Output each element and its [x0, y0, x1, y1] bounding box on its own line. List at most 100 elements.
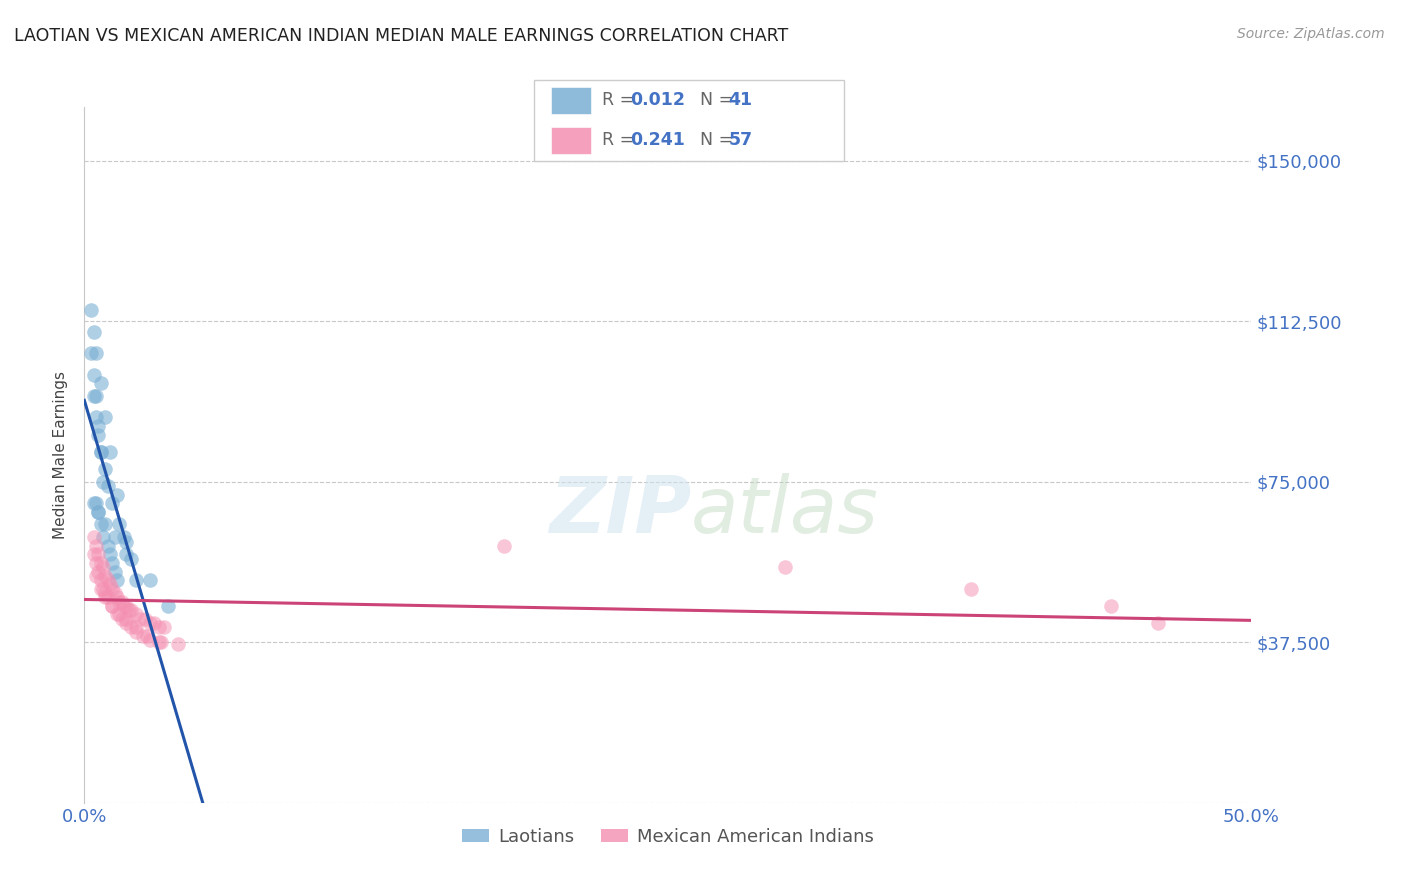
Point	[138, 573, 160, 587]
Point	[91, 475, 114, 489]
Point	[84, 346, 107, 360]
Point	[494, 539, 516, 553]
Point	[97, 479, 120, 493]
Point	[108, 594, 131, 608]
Point	[83, 368, 105, 382]
Point	[120, 551, 142, 566]
Point	[94, 591, 117, 605]
Point	[105, 573, 128, 587]
Point	[90, 376, 112, 391]
Point	[94, 586, 117, 600]
Y-axis label: Median Male Earnings: Median Male Earnings	[53, 371, 69, 539]
Point	[94, 517, 117, 532]
Point	[80, 303, 103, 318]
Point	[87, 427, 110, 442]
Point	[138, 633, 160, 648]
Point	[83, 530, 105, 544]
Point	[91, 582, 114, 596]
Point	[150, 635, 173, 649]
Point	[157, 599, 180, 613]
Point	[132, 629, 155, 643]
Point	[112, 599, 135, 613]
Point	[94, 410, 117, 425]
Point	[120, 620, 142, 634]
Point	[125, 607, 148, 622]
Point	[90, 573, 112, 587]
Point	[84, 389, 107, 403]
Point	[83, 389, 105, 403]
Point	[101, 599, 124, 613]
Point	[115, 599, 138, 613]
Point	[104, 586, 127, 600]
Point	[87, 565, 110, 579]
Text: N =: N =	[700, 131, 740, 150]
Point	[115, 615, 138, 630]
Point	[1099, 599, 1122, 613]
Point	[98, 548, 121, 562]
Point	[108, 607, 131, 622]
Point	[97, 539, 120, 553]
Point	[115, 548, 138, 562]
Point	[166, 637, 188, 651]
Point	[84, 539, 107, 553]
Point	[148, 620, 170, 634]
Text: N =: N =	[700, 91, 740, 110]
Point	[90, 582, 112, 596]
Text: 0.241: 0.241	[630, 131, 685, 150]
Point	[120, 603, 142, 617]
Point	[83, 548, 105, 562]
Point	[138, 615, 160, 630]
Point	[90, 444, 112, 458]
Text: R =: R =	[602, 131, 640, 150]
Point	[94, 462, 117, 476]
Point	[148, 635, 170, 649]
Point	[136, 629, 159, 643]
Text: 57: 57	[728, 131, 752, 150]
Point	[91, 560, 114, 574]
Point	[87, 505, 110, 519]
Point	[90, 517, 112, 532]
Point	[125, 620, 148, 634]
Legend: Laotians, Mexican American Indians: Laotians, Mexican American Indians	[454, 821, 882, 853]
Point	[87, 505, 110, 519]
Point	[143, 615, 166, 630]
Point	[97, 573, 120, 587]
Point	[115, 612, 138, 626]
Point	[91, 530, 114, 544]
Point	[83, 325, 105, 339]
Point	[129, 612, 152, 626]
Point	[773, 560, 796, 574]
Point	[84, 410, 107, 425]
Point	[152, 620, 174, 634]
Point	[1147, 615, 1170, 630]
Text: Source: ZipAtlas.com: Source: ZipAtlas.com	[1237, 27, 1385, 41]
Point	[105, 591, 128, 605]
Point	[98, 444, 121, 458]
Text: 41: 41	[728, 91, 752, 110]
Point	[111, 612, 134, 626]
Text: R =: R =	[602, 91, 640, 110]
Point	[84, 496, 107, 510]
Point	[125, 573, 148, 587]
Point	[104, 530, 127, 544]
Point	[94, 569, 117, 583]
Point	[960, 582, 983, 596]
Point	[87, 419, 110, 434]
Point	[83, 496, 105, 510]
Point	[98, 577, 121, 591]
Point	[112, 530, 135, 544]
Point	[125, 624, 148, 639]
Point	[101, 582, 124, 596]
Point	[105, 607, 128, 622]
Text: LAOTIAN VS MEXICAN AMERICAN INDIAN MEDIAN MALE EARNINGS CORRELATION CHART: LAOTIAN VS MEXICAN AMERICAN INDIAN MEDIA…	[14, 27, 789, 45]
Point	[111, 594, 134, 608]
Text: atlas: atlas	[692, 473, 879, 549]
Point	[134, 612, 156, 626]
Point	[101, 599, 124, 613]
Point	[115, 534, 138, 549]
Point	[84, 556, 107, 570]
Point	[108, 517, 131, 532]
Point	[101, 556, 124, 570]
Point	[118, 603, 141, 617]
Point	[101, 496, 124, 510]
